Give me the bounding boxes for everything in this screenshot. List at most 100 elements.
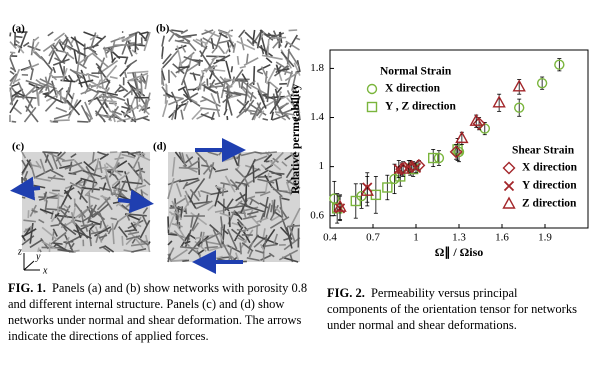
- triad-label: y: [35, 251, 41, 262]
- fiber: [205, 240, 210, 251]
- fiber: [186, 194, 197, 209]
- fiber: [97, 66, 111, 84]
- fiber: [82, 55, 89, 67]
- fiber: [235, 79, 249, 82]
- fiber: [268, 252, 275, 258]
- fiber: [105, 162, 123, 177]
- fiber: [112, 116, 116, 123]
- legend-label: X direction: [385, 83, 441, 95]
- fiber: [176, 45, 183, 68]
- fiber: [123, 70, 128, 79]
- fiber: [241, 73, 248, 82]
- fiber: [99, 186, 112, 192]
- fiber: [183, 56, 201, 64]
- fiber: [94, 110, 105, 121]
- fiber: [208, 64, 218, 71]
- fiber: [246, 257, 260, 262]
- fiber: [98, 95, 116, 99]
- fiber: [278, 249, 299, 261]
- fiber: [189, 72, 201, 77]
- fiber: [10, 66, 16, 72]
- fiber: [111, 186, 128, 193]
- fiber: [180, 64, 190, 86]
- fiber: [96, 158, 100, 169]
- fiber: [118, 37, 132, 42]
- fiber: [187, 159, 200, 169]
- fiber: [281, 161, 288, 167]
- fiber: [225, 95, 233, 116]
- fiber: [27, 45, 41, 52]
- fiber: [248, 197, 260, 205]
- fiber: [228, 246, 233, 261]
- fiber: [174, 104, 178, 120]
- fiber: [43, 195, 48, 202]
- fiber: [88, 91, 100, 106]
- fiber: [108, 94, 126, 102]
- fiber: [284, 71, 299, 82]
- legend-title: Normal Strain: [380, 66, 452, 78]
- fiber: [263, 196, 269, 218]
- fiber: [245, 53, 249, 64]
- fiber: [64, 234, 74, 253]
- fiber: [63, 204, 70, 210]
- fiber: [83, 31, 103, 41]
- fiber: [38, 249, 42, 253]
- fiber: [73, 229, 92, 240]
- fiber: [226, 85, 231, 99]
- fiber: [171, 259, 187, 262]
- fiber: [141, 214, 148, 226]
- fiber: [96, 196, 111, 211]
- fiber: [126, 151, 136, 158]
- fiber: [247, 241, 254, 254]
- fiber: [283, 108, 294, 114]
- fiber: [200, 45, 208, 58]
- fiber: [39, 208, 54, 215]
- fiber: [240, 229, 254, 249]
- fiber: [92, 35, 107, 49]
- fiber: [195, 200, 213, 210]
- legend-label: Y direction: [522, 180, 577, 192]
- fiber: [171, 109, 176, 121]
- fiber: [42, 92, 49, 95]
- fiber: [265, 57, 273, 64]
- fiber: [197, 190, 202, 198]
- fiber: [202, 37, 218, 47]
- arrow: [10, 176, 41, 201]
- fiber: [122, 33, 136, 43]
- fiber: [167, 240, 173, 246]
- fiber: [232, 43, 237, 53]
- force-arrows: [10, 138, 246, 274]
- fiber: [168, 33, 175, 43]
- fiber: [218, 30, 233, 38]
- fiber: [167, 216, 175, 230]
- fiber: [275, 112, 287, 121]
- fiber: [61, 184, 73, 206]
- caption-text: Panels (a) and (b) show networks with po…: [8, 281, 308, 343]
- fiber: [96, 166, 109, 170]
- fiber: [208, 68, 224, 86]
- fiber: [200, 231, 205, 247]
- fiber: [88, 84, 97, 87]
- fiber: [84, 111, 93, 120]
- fiber: [69, 68, 85, 79]
- fiber: [44, 200, 48, 212]
- fiber: [194, 234, 214, 240]
- fiber: [236, 236, 247, 244]
- fiber: [260, 36, 268, 57]
- fiber: [180, 44, 187, 53]
- fiber: [127, 151, 141, 155]
- fiber: [200, 38, 203, 47]
- fiber: [182, 78, 191, 100]
- fiber: [244, 31, 258, 44]
- fiber: [162, 53, 172, 65]
- fiber: [168, 177, 175, 193]
- point: [329, 193, 340, 204]
- fiber: [249, 83, 269, 96]
- fiber: [91, 179, 95, 193]
- fiber: [107, 227, 113, 235]
- fiber: [230, 29, 234, 32]
- fiber: [187, 240, 201, 255]
- fiber: [192, 177, 206, 195]
- fiber: [170, 70, 177, 78]
- fiber: [82, 170, 102, 178]
